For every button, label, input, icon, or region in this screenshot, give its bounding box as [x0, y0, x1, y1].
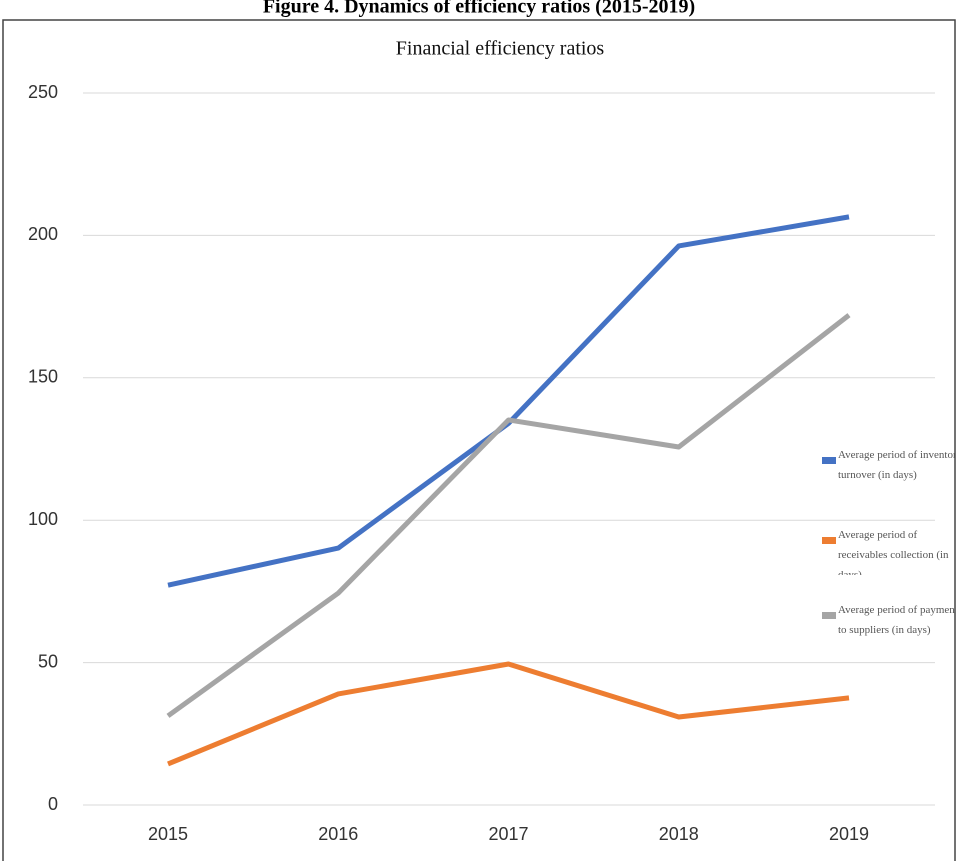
y-tick-label: 0 [48, 794, 58, 814]
y-tick-label: 250 [28, 82, 58, 102]
legend-marker [822, 457, 836, 464]
y-tick-label: 100 [28, 509, 58, 529]
legend-entry: Average period of payment to suppliers (… [838, 604, 958, 636]
x-tick-label: 2019 [829, 824, 869, 844]
legend-label: Average period of receivables collection… [838, 529, 949, 575]
x-tick-label: 2017 [488, 824, 528, 844]
legend-label: Average period of inventory turnover (in… [838, 449, 958, 481]
legend-marker [822, 537, 836, 544]
plot: 0 50 100 150 200 250 2015 2016 2017 2018 2019 Avera… [28, 82, 958, 844]
legend-entry: Average period of inventory turnover (in… [838, 449, 958, 481]
y-tick-label: 200 [28, 224, 58, 244]
y-tick-label: 50 [38, 651, 58, 671]
figure-title: Figure 4. Dynamics of efficiency ratios … [263, 0, 695, 18]
legend-entry: Average period of receivables collection… [838, 529, 949, 575]
series-line [167, 214, 850, 588]
chart-title: Financial efficiency ratios [396, 38, 605, 60]
legend-marker [822, 612, 836, 619]
x-tick-label: 2018 [659, 824, 699, 844]
legend-label: Average period of payment to suppliers (… [838, 604, 958, 636]
series-line [166, 313, 851, 718]
series-line [167, 661, 850, 767]
y-tick-label: 150 [28, 367, 58, 387]
chart-border [2, 19, 956, 861]
x-tick-label: 2016 [318, 824, 358, 844]
x-tick-label: 2015 [148, 824, 188, 844]
